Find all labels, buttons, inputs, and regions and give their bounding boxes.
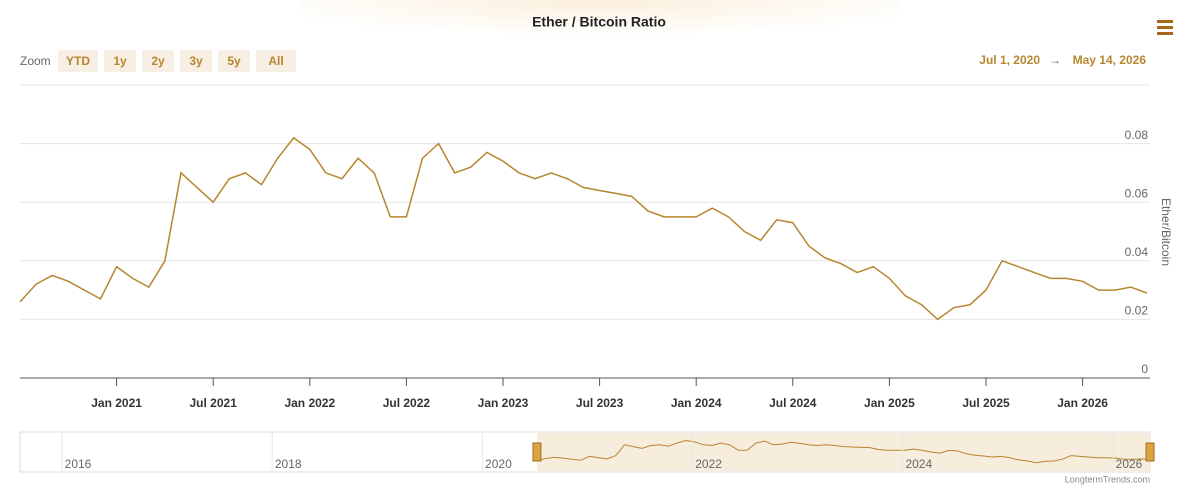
zoom-label: Zoom bbox=[20, 54, 51, 68]
navigator-tick-label: 2024 bbox=[905, 457, 932, 471]
y-axis-label: Ether/Bitcoin bbox=[1159, 198, 1173, 266]
zoom-button[interactable] bbox=[180, 50, 212, 72]
y-tick-label: 0.02 bbox=[1125, 304, 1149, 318]
zoom-button[interactable] bbox=[218, 50, 250, 72]
zoom-button[interactable] bbox=[256, 50, 296, 72]
y-tick-label: 0.04 bbox=[1125, 245, 1149, 259]
y-tick-label: 0.08 bbox=[1125, 128, 1149, 142]
zoom-button[interactable] bbox=[58, 50, 98, 72]
navigator-tick-label: 2016 bbox=[65, 457, 92, 471]
y-tick-label: 0.06 bbox=[1125, 186, 1149, 200]
zoom-button-label[interactable]: YTD bbox=[66, 54, 90, 68]
zoom-button-label[interactable]: 2y bbox=[151, 54, 165, 68]
menu-icon[interactable] bbox=[1157, 20, 1173, 35]
range-to: May 14, 2026 bbox=[1073, 53, 1147, 67]
x-tick-label: Jul 2023 bbox=[576, 396, 624, 410]
navigator-tick-label: 2020 bbox=[485, 457, 512, 471]
navigator-line bbox=[536, 439, 1151, 464]
range-arrow: → bbox=[1049, 53, 1061, 67]
x-tick-label: Jul 2025 bbox=[962, 396, 1010, 410]
zoom-button-label[interactable]: All bbox=[268, 54, 283, 68]
zoom-button-label[interactable]: 5y bbox=[227, 54, 241, 68]
x-tick-label: Jan 2021 bbox=[91, 396, 142, 410]
x-tick-label: Jul 2022 bbox=[383, 396, 431, 410]
navigator-handle[interactable] bbox=[1145, 442, 1155, 462]
x-tick-label: Jul 2024 bbox=[769, 396, 817, 410]
zoom-button[interactable] bbox=[142, 50, 174, 72]
navigator-selection[interactable] bbox=[536, 433, 1151, 471]
navigator-tick-label: 2018 bbox=[275, 457, 302, 471]
navigator-tick-label: 2026 bbox=[1116, 457, 1143, 471]
x-tick-label: Jan 2022 bbox=[284, 396, 335, 410]
zoom-button[interactable] bbox=[104, 50, 136, 72]
x-tick-label: Jul 2021 bbox=[190, 396, 238, 410]
header-glow bbox=[300, 0, 900, 60]
range-from: Jul 1, 2020 bbox=[979, 53, 1040, 67]
navigator-handle[interactable] bbox=[532, 442, 542, 462]
chart-title: Ether / Bitcoin Ratio bbox=[532, 14, 666, 30]
x-tick-label: Jan 2024 bbox=[671, 396, 722, 410]
navigator-tick-label: 2022 bbox=[695, 457, 722, 471]
zoom-button-label[interactable]: 1y bbox=[113, 54, 127, 68]
data-line bbox=[19, 136, 1148, 321]
zoom-button-label[interactable]: 3y bbox=[189, 54, 203, 68]
x-tick-label: Jan 2023 bbox=[478, 396, 529, 410]
y-tick-label: 0 bbox=[1141, 362, 1148, 376]
x-tick-label: Jan 2026 bbox=[1057, 396, 1108, 410]
x-tick-label: Jan 2025 bbox=[864, 396, 915, 410]
credit: LongtermTrends.com bbox=[1065, 474, 1150, 484]
